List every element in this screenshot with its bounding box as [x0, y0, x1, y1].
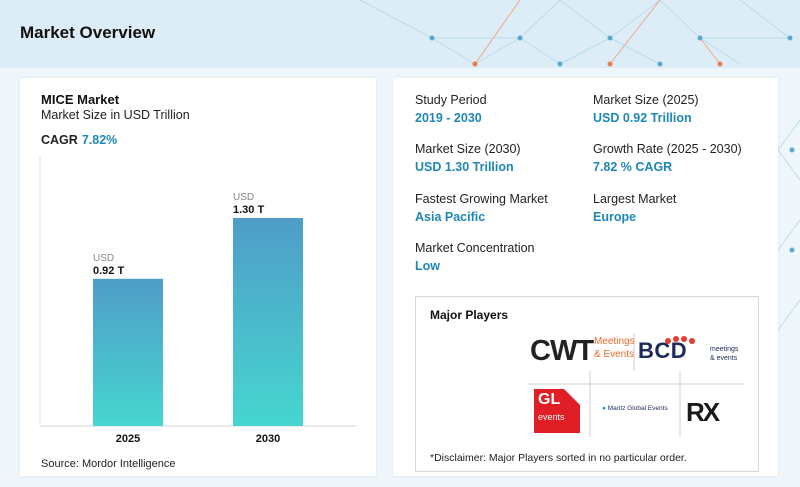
stat-label: Study Period	[415, 93, 487, 107]
cagr-value: 7.82%	[81, 133, 118, 147]
bcd-meetings-events-logo: BCD meetings & events	[638, 336, 748, 369]
cagr-row: CAGR 7.82%	[41, 133, 117, 147]
stat-value: Europe	[593, 210, 637, 224]
bar-2025	[93, 278, 163, 426]
stat-fastest-growing: Fastest Growing Market Asia Pacific	[415, 192, 548, 224]
data-label-prefix: USD	[93, 253, 114, 264]
cwt-logo-text: CWT	[530, 335, 594, 367]
bar-2030	[233, 218, 303, 426]
stat-value: 2019 - 2030	[415, 111, 482, 125]
stat-market-size-2030: Market Size (2030) USD 1.30 Trillion	[415, 142, 521, 174]
gl-logo-text: GL	[538, 391, 561, 408]
major-players-title: Major Players	[430, 308, 509, 322]
stat-largest-market: Largest Market Europe	[593, 192, 676, 224]
market-size-chart-card: MICE Market Market Size in USD Trillion …	[20, 78, 376, 476]
major-players-box: Major Players CWT Meetings & Events BCD …	[415, 296, 759, 472]
bcd-logo-dots-icon	[665, 336, 695, 344]
rx-logo: RX	[686, 397, 720, 427]
maritz-global-events-logo: ● Maritz Global Events	[602, 405, 674, 419]
page-title: Market Overview	[20, 23, 156, 42]
stat-growth-rate: Growth Rate (2025 - 2030) 7.82 % CAGR	[593, 142, 742, 174]
stat-label: Growth Rate (2025 - 2030)	[593, 142, 742, 156]
data-label-prefix: USD	[233, 192, 254, 203]
x-tick-label: 2025	[116, 433, 140, 445]
stat-value: USD 1.30 Trillion	[415, 160, 514, 174]
stat-value: 7.82 % CAGR	[593, 160, 673, 174]
cwt-logo-subtext: Meetings & Events	[594, 336, 635, 360]
maritz-mark-icon: ●	[602, 405, 606, 412]
data-label: 1.30 T	[233, 204, 264, 216]
stat-study-period: Study Period 2019 - 2030	[415, 93, 487, 125]
stat-label: Fastest Growing Market	[415, 192, 548, 206]
maritz-logo-text: Maritz Global Events	[607, 405, 668, 412]
chart-subtitle: Market Size in USD Trillion	[41, 108, 190, 122]
source-note: Source: Mordor Intelligence	[41, 458, 176, 470]
cwt-meetings-events-logo: CWT Meetings & Events	[530, 333, 635, 367]
stat-value: Low	[415, 259, 440, 273]
bcd-logo-subtext: meetings & events	[710, 346, 739, 362]
market-stats-card: Study Period 2019 - 2030 Market Size (20…	[393, 78, 778, 476]
stat-value: Asia Pacific	[415, 210, 486, 224]
disclaimer: *Disclaimer: Major Players sorted in no …	[430, 452, 687, 464]
stat-market-concentration: Market Concentration Low	[415, 241, 535, 273]
gl-events-logo: GL events	[534, 389, 580, 433]
bcd-logo-text: BCD	[638, 338, 688, 363]
cagr-label: CAGR	[41, 133, 78, 147]
stat-market-size-2025: Market Size (2025) USD 0.92 Trillion	[593, 93, 699, 125]
stat-label: Market Concentration	[415, 241, 535, 255]
gl-logo-subtext: events	[538, 412, 565, 422]
data-label: 0.92 T	[93, 265, 124, 277]
stat-label: Largest Market	[593, 192, 677, 206]
gl-events-badge-icon	[534, 389, 580, 433]
stat-label: Market Size (2030)	[415, 142, 521, 156]
chart-title: MICE Market	[41, 92, 120, 107]
stat-value: USD 0.92 Trillion	[593, 111, 692, 125]
x-tick-label: 2030	[256, 433, 280, 445]
logo-grid-lines	[528, 333, 744, 437]
stat-label: Market Size (2025)	[593, 93, 699, 107]
